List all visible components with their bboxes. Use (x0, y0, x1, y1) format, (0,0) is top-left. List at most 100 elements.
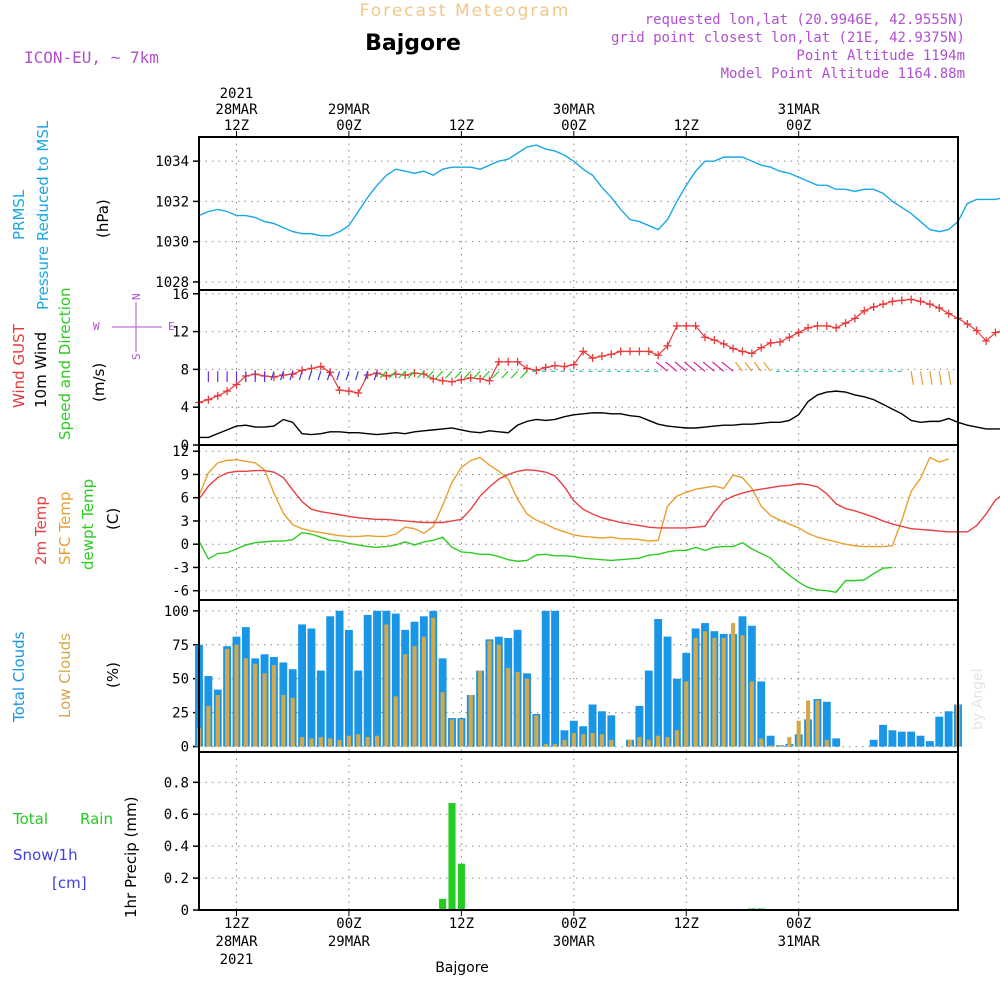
gust-point (813, 321, 822, 330)
low-cloud-bar (524, 678, 530, 747)
low-cloud-bar (824, 739, 829, 747)
gust-point (672, 321, 681, 330)
ytick-label: 1030 (155, 235, 189, 251)
low-cloud-bar (684, 681, 689, 747)
wind-direction-arrow (317, 371, 322, 381)
bottom-time-label: 29MAR (328, 934, 371, 950)
gust-point (223, 387, 232, 396)
gust-point (729, 344, 738, 353)
grid-point-coords: grid point closest lon,lat (21E, 42.9375… (611, 30, 965, 46)
ytick-label: 0.8 (164, 775, 189, 791)
low-cloud-bar (468, 695, 473, 747)
low-cloud-bar (309, 738, 314, 747)
gust-point (588, 354, 597, 363)
ytick-label: 50 (172, 672, 189, 688)
total-cloud-bar (832, 738, 841, 747)
compass-n-label: N (130, 293, 143, 300)
low-cloud-bar (393, 696, 398, 747)
ytick-label: 25 (172, 706, 189, 722)
gust-point (654, 351, 663, 360)
footer-location: Bajgore (435, 960, 489, 976)
low-cloud-bar (543, 743, 548, 747)
low-cloud-bar (590, 733, 595, 747)
wind-direction-arrow (520, 370, 528, 379)
gust-point (785, 333, 794, 342)
gust-point (344, 387, 353, 396)
rain-label: Rain (80, 810, 113, 828)
pressure-unit-label: (hPa) (94, 199, 112, 238)
wind-direction-arrow (753, 361, 762, 372)
low-cloud-bar (815, 700, 820, 747)
model-altitude: Model Point Altitude 1164.88m (721, 66, 965, 82)
total-cloud-bar (672, 678, 681, 747)
temperature-panel: -6 -3 0 3 6 9 12 (172, 444, 1000, 600)
gust-point (963, 320, 972, 329)
low-cloud-bar (806, 700, 811, 747)
ytick-label: -6 (172, 584, 189, 600)
gust-point (635, 347, 644, 356)
wind-direction-arrow (735, 361, 743, 372)
snow-label: Snow/1h (13, 846, 78, 864)
low-cloud-bar (599, 734, 604, 747)
low-cloud-bar (646, 739, 651, 747)
gust-point (541, 363, 550, 372)
bottom-time-label: 00Z (561, 916, 586, 932)
low-cloud-bar (215, 695, 220, 747)
temp-unit-label: (C) (104, 508, 122, 530)
low-cloud-bar (206, 705, 211, 747)
low-cloud-bar (459, 719, 464, 747)
total-cloud-bar (373, 610, 381, 747)
wind-direction-arrow (407, 370, 415, 379)
total-cloud-bar (897, 731, 906, 747)
ytick-label: 1028 (155, 275, 189, 291)
precip-labels: Total Rain Snow/1h [cm] 1hr Precip (mm) (12, 797, 140, 918)
gust-point (354, 389, 363, 398)
ytick-label: 100 (164, 604, 189, 620)
low-clouds-label: Low Clouds (56, 633, 74, 718)
ytick-label: 1034 (155, 154, 189, 170)
cloud-labels: Total Clouds Low Clouds (%) (10, 631, 122, 723)
gust-point (335, 386, 344, 395)
gust-point (944, 309, 953, 318)
gust-point (879, 300, 888, 309)
wind-direction-arrow (948, 371, 952, 385)
total-cloud-bar (869, 739, 878, 747)
low-cloud-bar (449, 719, 455, 747)
low-cloud-bar (693, 638, 698, 747)
bottom-time-label: 00Z (336, 916, 361, 932)
bottom-time-label: 12Z (674, 916, 699, 932)
requested-coords: requested lon,lat (20.9946E, 42.9555N) (645, 12, 965, 28)
ytick-label: 0 (181, 740, 189, 756)
top-time-label: 00Z (336, 118, 361, 134)
top-time-label: 00Z (786, 118, 811, 134)
total-cloud-bar (344, 629, 353, 747)
compass-e-label: E (168, 320, 175, 333)
total-cloud-bar (757, 681, 766, 747)
low-cloud-bar (712, 638, 717, 747)
low-cloud-bar (271, 665, 277, 747)
gust-point (747, 349, 756, 358)
location-title: Bajgore (365, 31, 461, 56)
top-time-label: 2021 (220, 86, 254, 102)
low-cloud-bar (702, 631, 708, 747)
gust-point (457, 375, 466, 384)
low-cloud-bar (787, 737, 792, 747)
low-cloud-bar (656, 735, 661, 747)
wind-gust-label: Wind GUST (10, 323, 28, 408)
ytick-label: 0.6 (164, 807, 189, 823)
model-label: ICON-EU, ~ 7km (24, 48, 159, 67)
bottom-time-label: 30MAR (553, 934, 596, 950)
top-time-label: 28MAR (215, 102, 258, 118)
top-time-label: 00Z (561, 118, 586, 134)
point-altitude: Point Altitude 1194m (796, 48, 965, 64)
wind-direction-arrow (501, 370, 509, 379)
gust-point (738, 347, 747, 356)
gust-point (710, 336, 719, 345)
low-cloud-bar (478, 670, 483, 747)
gust-point (316, 362, 325, 371)
wind-direction-label: Speed and Direction (56, 287, 74, 440)
total-label: Total (12, 810, 48, 828)
wind-direction-arrow (354, 371, 359, 381)
low-cloud-bar (374, 735, 380, 747)
